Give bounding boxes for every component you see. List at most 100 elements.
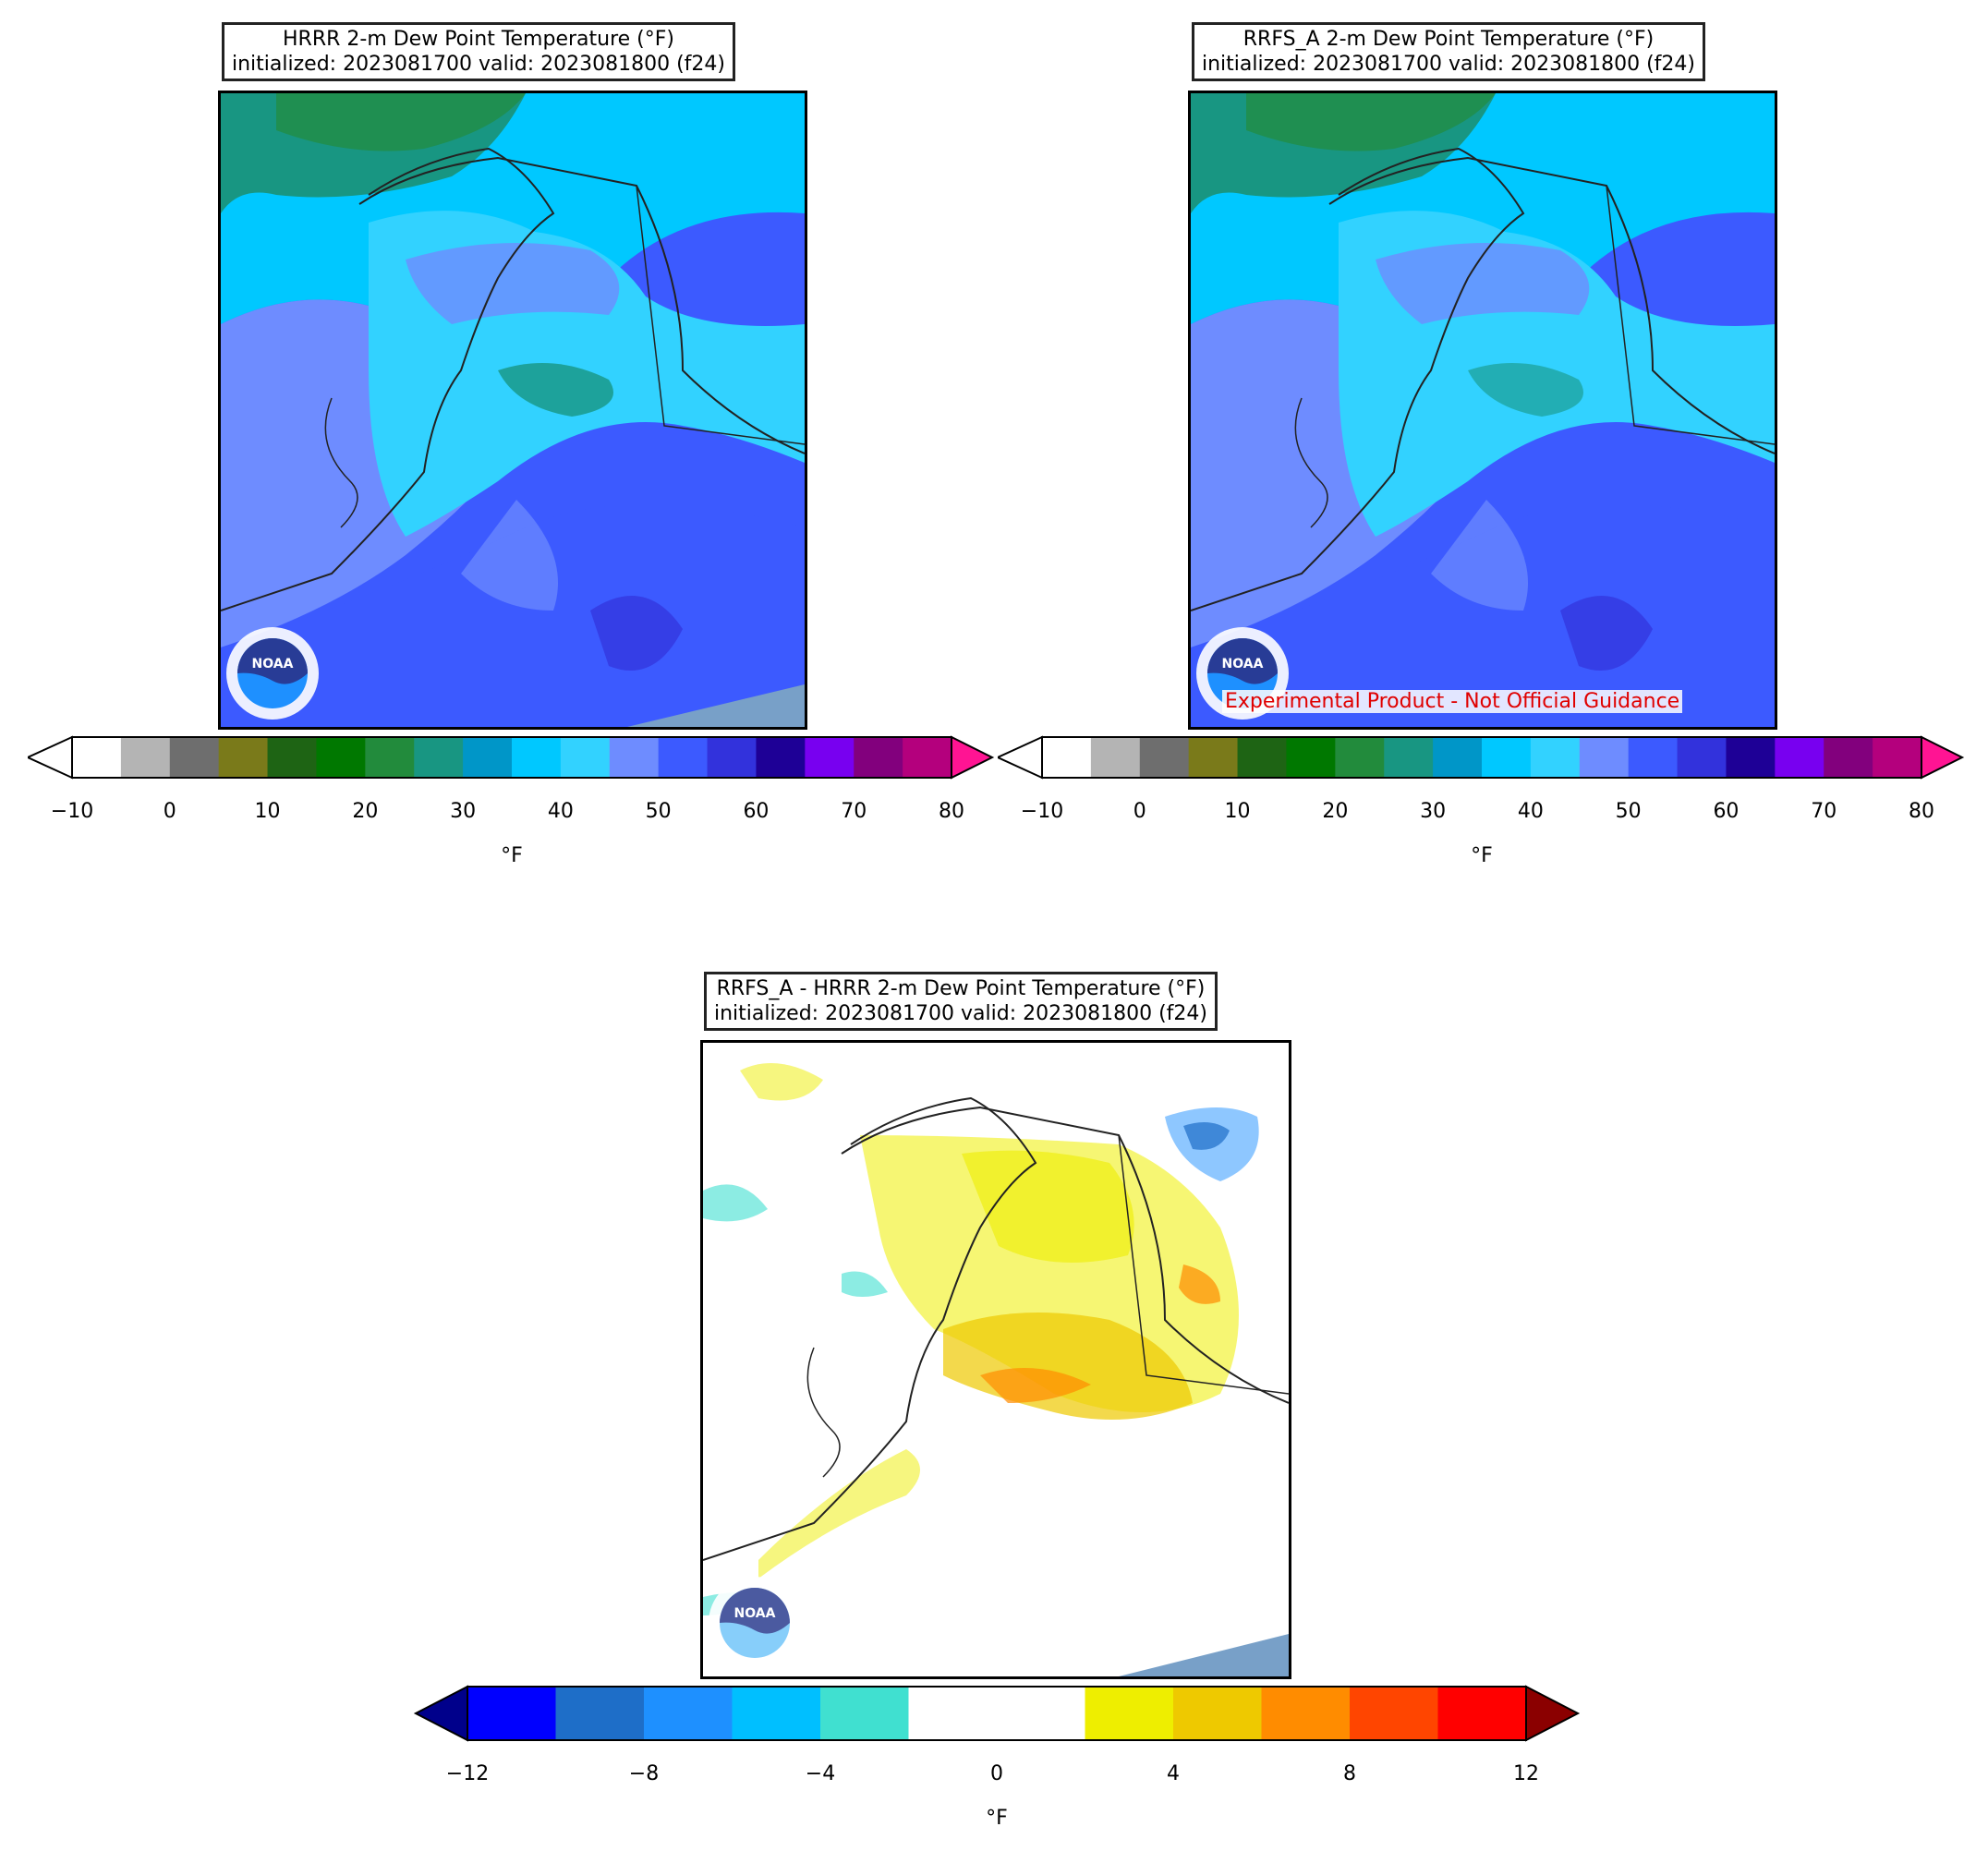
colorbar-tick-label: 0 [1133, 800, 1146, 823]
colorbar-cell [1173, 1687, 1262, 1740]
colorbar-cell [1726, 737, 1776, 778]
colorbar-cell [756, 737, 806, 778]
colorbar-cell [560, 737, 611, 778]
colorbar-tick-label: 12 [1513, 1762, 1539, 1785]
colorbar-tick-label: 50 [1615, 800, 1642, 823]
colorbar-tick-label: 0 [163, 800, 176, 823]
hrrr-title-line2: initialized: 2023081700 valid: 202308180… [232, 53, 725, 76]
colorbar-hrrr-unit: °F [501, 844, 523, 867]
colorbar-rrfs: −10 0 10 20 30 40 50 60 70 80 °F [998, 735, 1968, 867]
colorbar-tick-label: 80 [1909, 800, 1934, 823]
colorbar-cell [414, 737, 464, 778]
colorbar-cell [1873, 737, 1922, 778]
colorbar-cell [1237, 737, 1287, 778]
colorbar-diff: −12 −8 −4 0 4 8 12 °F [412, 1685, 1585, 1833]
colorbar-tick-label: −10 [50, 800, 94, 823]
colorbar-cell [1437, 1687, 1527, 1740]
hrrr-title-line1: HRRR 2-m Dew Point Temperature (°F) [282, 28, 674, 51]
rrfs-map: NOAA Experimental Product - Not Official… [1188, 91, 1777, 730]
diff-title: RRFS_A - HRRR 2-m Dew Point Temperature … [704, 972, 1218, 1031]
colorbar-frame [467, 1686, 1527, 1741]
colorbar-cell [1775, 737, 1824, 778]
experimental-watermark: Experimental Product - Not Official Guid… [1222, 690, 1683, 713]
colorbar-cell [820, 1687, 909, 1740]
colorbar-tick-label: 40 [1517, 800, 1544, 823]
svg-text:NOAA: NOAA [252, 657, 294, 671]
colorbar-tick-label: 30 [450, 800, 477, 823]
colorbar-cell [365, 737, 415, 778]
colorbar-tick-label: 4 [1167, 1762, 1180, 1785]
colorbar-cell [1139, 737, 1190, 778]
colorbar-cell [658, 737, 709, 778]
colorbar-cell [316, 737, 366, 778]
colorbar-tick-label: 70 [841, 800, 867, 823]
colorbar-over-triangle [1921, 735, 1965, 780]
hrrr-title: HRRR 2-m Dew Point Temperature (°F) init… [222, 22, 735, 81]
colorbar-tick-label: 20 [352, 800, 379, 823]
colorbar-tick-label: 70 [1811, 800, 1837, 823]
colorbar-tick-label: 10 [1224, 800, 1251, 823]
colorbar-cell [1286, 737, 1336, 778]
rrfs-title: RRFS_A 2-m Dew Point Temperature (°F) in… [1192, 22, 1705, 81]
colorbar-tick-label: 0 [990, 1762, 1003, 1785]
colorbar-cell [1530, 737, 1581, 778]
colorbar-cell [267, 737, 317, 778]
colorbar-tick-label: 40 [547, 800, 574, 823]
colorbar-cell [72, 737, 122, 778]
colorbar-cell [1384, 737, 1434, 778]
rrfs-title-line1: RRFS_A 2-m Dew Point Temperature (°F) [1242, 28, 1655, 51]
diff-title-line1: RRFS_A - HRRR 2-m Dew Point Temperature … [716, 977, 1206, 1000]
colorbar-hrrr: −10 0 10 20 30 40 50 60 70 80 °F [28, 735, 998, 867]
colorbar-cell [903, 737, 952, 778]
colorbar-cell [732, 1687, 821, 1740]
colorbar-cell [854, 737, 903, 778]
rrfs-title-line2: initialized: 2023081700 valid: 202308180… [1202, 53, 1695, 76]
colorbar-cell [1677, 737, 1727, 778]
colorbar-cell [1350, 1687, 1438, 1740]
colorbar-under-triangle [998, 735, 1043, 780]
diff-map: NOAA [700, 1040, 1291, 1679]
colorbar-cell [1628, 737, 1679, 778]
colorbar-cell [120, 737, 171, 778]
colorbar-frame [1041, 736, 1922, 779]
colorbar-cell [1090, 737, 1141, 778]
colorbar-hrrr-strip [28, 735, 995, 780]
colorbar-tick-label: −8 [628, 1762, 660, 1785]
colorbar-cell [1579, 737, 1630, 778]
colorbar-rrfs-strip [998, 735, 1965, 780]
colorbar-cell [707, 737, 757, 778]
colorbar-cell [512, 737, 562, 778]
colorbar-diff-unit: °F [986, 1807, 1008, 1830]
colorbar-cell [467, 1687, 556, 1740]
colorbar-cell [1188, 737, 1239, 778]
colorbar-over-triangle [951, 735, 995, 780]
svg-text:NOAA: NOAA [1222, 657, 1264, 671]
colorbar-under-triangle [413, 1685, 468, 1742]
colorbar-cell [1042, 737, 1092, 778]
colorbar-tick-label: −10 [1020, 800, 1064, 823]
colorbar-over-triangle [1525, 1685, 1581, 1742]
hrrr-map: NOAA [218, 91, 807, 730]
colorbar-tick-label: 20 [1322, 800, 1349, 823]
colorbar-tick-label: 10 [254, 800, 281, 823]
svg-text:NOAA: NOAA [734, 1606, 776, 1621]
colorbar-cell [555, 1687, 645, 1740]
colorbar-tick-label: −12 [445, 1762, 490, 1785]
colorbar-cell [1824, 737, 1873, 778]
colorbar-tick-label: 60 [743, 800, 770, 823]
diff-title-line2: initialized: 2023081700 valid: 202308180… [714, 1002, 1207, 1025]
colorbar-cell [805, 737, 855, 778]
colorbar-cell [1335, 737, 1385, 778]
colorbar-cell [908, 1687, 998, 1740]
colorbar-tick-label: 50 [645, 800, 672, 823]
colorbar-diff-strip [413, 1685, 1581, 1742]
colorbar-cell [1085, 1687, 1174, 1740]
colorbar-cell [1433, 737, 1483, 778]
colorbar-cell [463, 737, 513, 778]
colorbar-tick-label: 8 [1343, 1762, 1356, 1785]
colorbar-tick-label: 60 [1713, 800, 1740, 823]
colorbar-tick-label: 80 [939, 800, 964, 823]
colorbar-tick-label: −4 [805, 1762, 836, 1785]
colorbar-rrfs-unit: °F [1471, 844, 1493, 867]
colorbar-cell [218, 737, 269, 778]
